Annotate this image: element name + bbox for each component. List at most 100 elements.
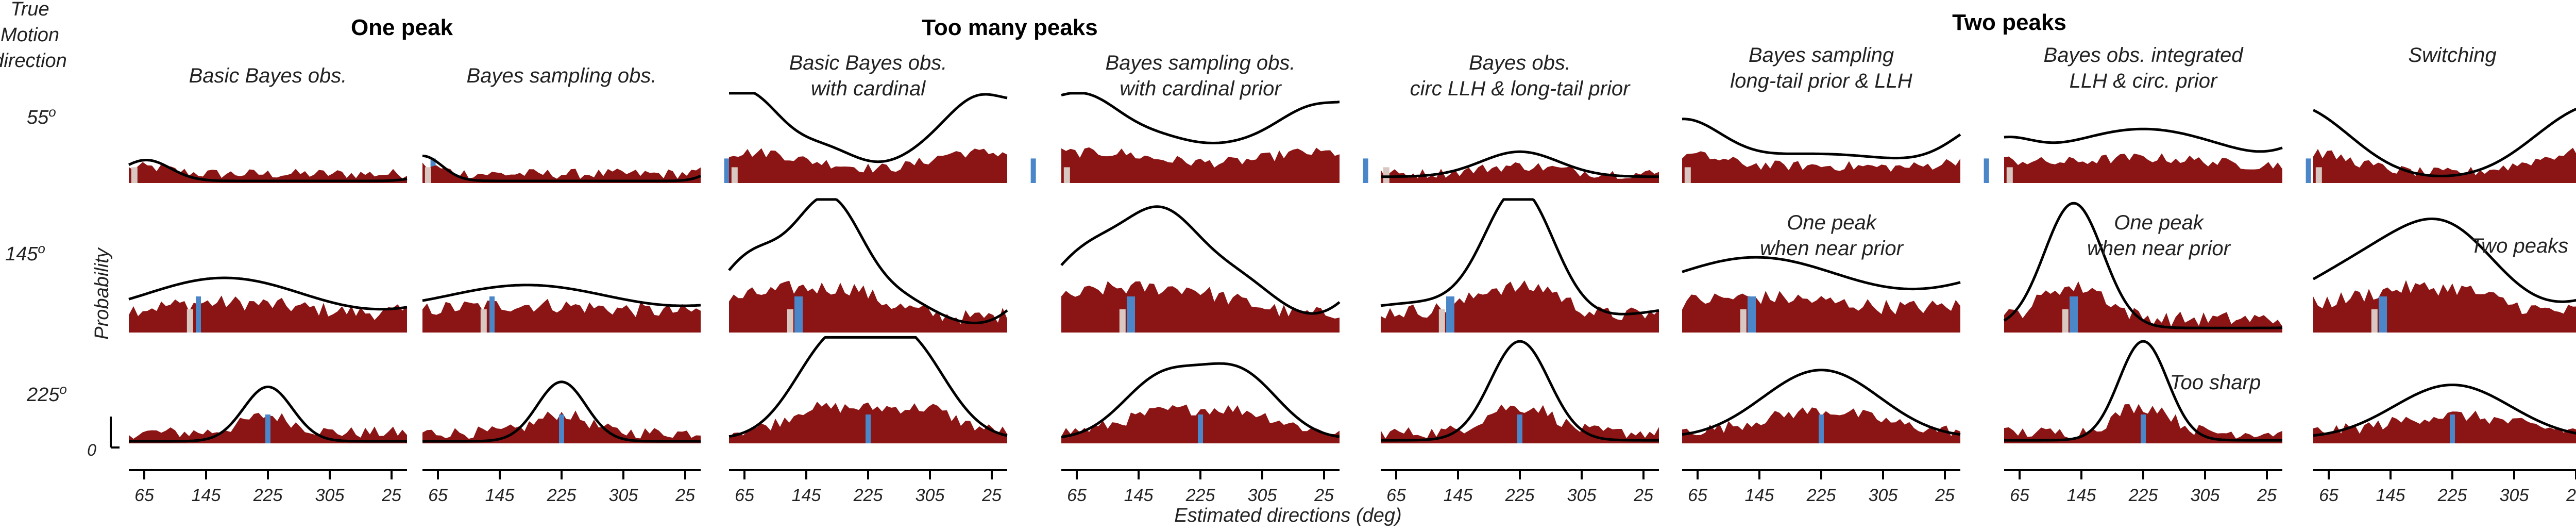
true-direction-marker bbox=[2306, 158, 2311, 183]
x-tick-label: 25 bbox=[1633, 486, 1653, 505]
panel-2-row-0 bbox=[729, 92, 1036, 183]
model-curve bbox=[422, 284, 701, 307]
model-curve bbox=[1380, 198, 1659, 316]
panel-annotation: Two peaks bbox=[2470, 235, 2568, 257]
model-curve bbox=[2004, 340, 2282, 442]
panel-2-row-1 bbox=[728, 198, 1008, 333]
row-label-145: 145o bbox=[5, 241, 45, 265]
x-tick-label: 25 bbox=[381, 486, 401, 505]
x-tick-label: 305 bbox=[315, 486, 345, 505]
x-tick-label: 305 bbox=[2191, 486, 2220, 505]
row-label-225-value: 225 bbox=[26, 384, 60, 406]
x-tick-label: 145 bbox=[1124, 486, 1154, 505]
panel-7-row-1: Two peaks bbox=[2312, 218, 2576, 333]
x-tick-label: 225 bbox=[253, 486, 283, 505]
x-tick-label: 65 bbox=[735, 486, 754, 505]
prior-marker bbox=[2062, 309, 2069, 333]
true-direction-marker bbox=[1819, 414, 1824, 443]
panel-5-row-0 bbox=[1682, 118, 1989, 183]
panel-4-row-0 bbox=[1381, 150, 1688, 183]
histogram-area bbox=[729, 148, 1007, 183]
model-curve bbox=[422, 380, 701, 443]
panel-4-title-line-1: circ LLH & long-tail prior bbox=[1410, 77, 1631, 100]
x-tick-label: 225 bbox=[853, 486, 883, 505]
prior-marker bbox=[1063, 167, 1070, 183]
x-tick-label: 65 bbox=[1688, 486, 1707, 505]
model-curve bbox=[422, 154, 702, 182]
true-direction-marker bbox=[489, 296, 495, 333]
panel-3: Bayes sampling obs. with cardinal prior 65… bbox=[1060, 52, 1368, 505]
row-header-line-3: direction bbox=[0, 50, 67, 72]
panel-2-title-line-0: Basic Bayes obs. bbox=[789, 52, 947, 74]
panel-7-row-0 bbox=[2312, 107, 2576, 183]
panel-6: Bayes obs. integrated LLH & circ. prior On… bbox=[2003, 44, 2311, 505]
x-tick-label: 25 bbox=[2566, 486, 2576, 505]
true-direction-marker bbox=[1446, 296, 1454, 333]
model-curve bbox=[1060, 205, 1341, 315]
x-tick-label: 305 bbox=[609, 486, 638, 505]
model-curve bbox=[1682, 369, 1961, 436]
model-curve bbox=[2004, 127, 2283, 153]
panel-5-title-line-0: Bayes sampling bbox=[1749, 44, 1894, 67]
x-tick-label: 25 bbox=[1935, 486, 1955, 505]
histogram-area bbox=[422, 162, 701, 183]
panel-2-title-line-1: with cardinal bbox=[811, 77, 926, 100]
panel-0-x-axis: 65 145 225 305 25 bbox=[129, 469, 407, 505]
model-curve bbox=[728, 336, 1008, 438]
model-curve bbox=[2313, 384, 2576, 437]
panel-0-row-0 bbox=[128, 158, 436, 183]
row-header-line-2: Motion bbox=[1, 24, 59, 46]
histogram-area bbox=[2004, 153, 2282, 183]
x-tick-label: 25 bbox=[1314, 486, 1334, 505]
model-curve bbox=[2003, 202, 2283, 329]
x-tick-label: 65 bbox=[134, 486, 154, 505]
panel-1-x-axis: 65 145 225 305 25 bbox=[422, 469, 701, 505]
x-tick-label: 225 bbox=[1505, 486, 1535, 505]
prior-marker bbox=[187, 309, 193, 333]
prior-marker bbox=[1438, 309, 1445, 333]
prior-marker bbox=[2371, 309, 2378, 333]
row-label-55: 55o bbox=[27, 104, 56, 128]
panel-0: Basic Bayes obs. 65 145 225 305 25 bbox=[128, 64, 436, 505]
panel-2-x-axis: 65 145 225 305 25 bbox=[729, 469, 1007, 505]
true-direction-marker bbox=[1748, 296, 1756, 333]
prior-marker bbox=[1383, 167, 1389, 183]
panel-3-x-axis: 65 145 225 305 25 bbox=[1061, 469, 1340, 505]
prior-marker bbox=[1740, 309, 1747, 333]
histogram-area bbox=[2313, 147, 2576, 183]
true-direction-marker bbox=[794, 296, 803, 333]
panel-7-row-2 bbox=[2313, 384, 2576, 443]
x-tick-label: 145 bbox=[1444, 486, 1473, 505]
true-direction-marker bbox=[2450, 414, 2455, 443]
prior-marker bbox=[1684, 167, 1691, 183]
x-tick-label: 305 bbox=[1567, 486, 1597, 505]
model-curve bbox=[1682, 118, 1961, 160]
row-label-55-value: 55 bbox=[27, 107, 49, 128]
model-curve bbox=[729, 92, 1008, 163]
row-label-55-unit: o bbox=[48, 104, 56, 120]
histogram-area bbox=[129, 295, 407, 333]
panel-2-row-2 bbox=[728, 336, 1008, 443]
x-tick-label: 225 bbox=[547, 486, 577, 505]
x-tick-label: 305 bbox=[916, 486, 945, 505]
model-curve bbox=[1381, 340, 1659, 442]
true-direction-marker bbox=[1127, 296, 1135, 333]
panel-6-row-1: One peak when near prior bbox=[2003, 202, 2283, 333]
panel-1-row-0 bbox=[422, 154, 730, 183]
panel-6-row-2: Too sharp bbox=[2004, 340, 2282, 443]
figure-labels: True Motion direction 55o 145o 225o Prob… bbox=[0, 0, 2066, 526]
panel-4-title-line-0: Bayes obs. bbox=[1469, 52, 1571, 74]
panel-4: Bayes obs. circ LLH & long-tail prior 65 14… bbox=[1380, 52, 1688, 505]
histogram-area bbox=[2313, 280, 2576, 333]
panel-annotation: One peak bbox=[1787, 211, 1877, 234]
panel-4-row-1 bbox=[1380, 198, 1659, 333]
panel-annotation: Too sharp bbox=[2170, 371, 2261, 394]
x-tick-label: 65 bbox=[428, 486, 448, 505]
x-tick-label: 145 bbox=[485, 486, 515, 505]
true-direction-marker bbox=[724, 158, 730, 183]
model-curve bbox=[728, 198, 1008, 324]
histogram-area bbox=[2004, 281, 2282, 333]
model-curve bbox=[1061, 362, 1340, 439]
